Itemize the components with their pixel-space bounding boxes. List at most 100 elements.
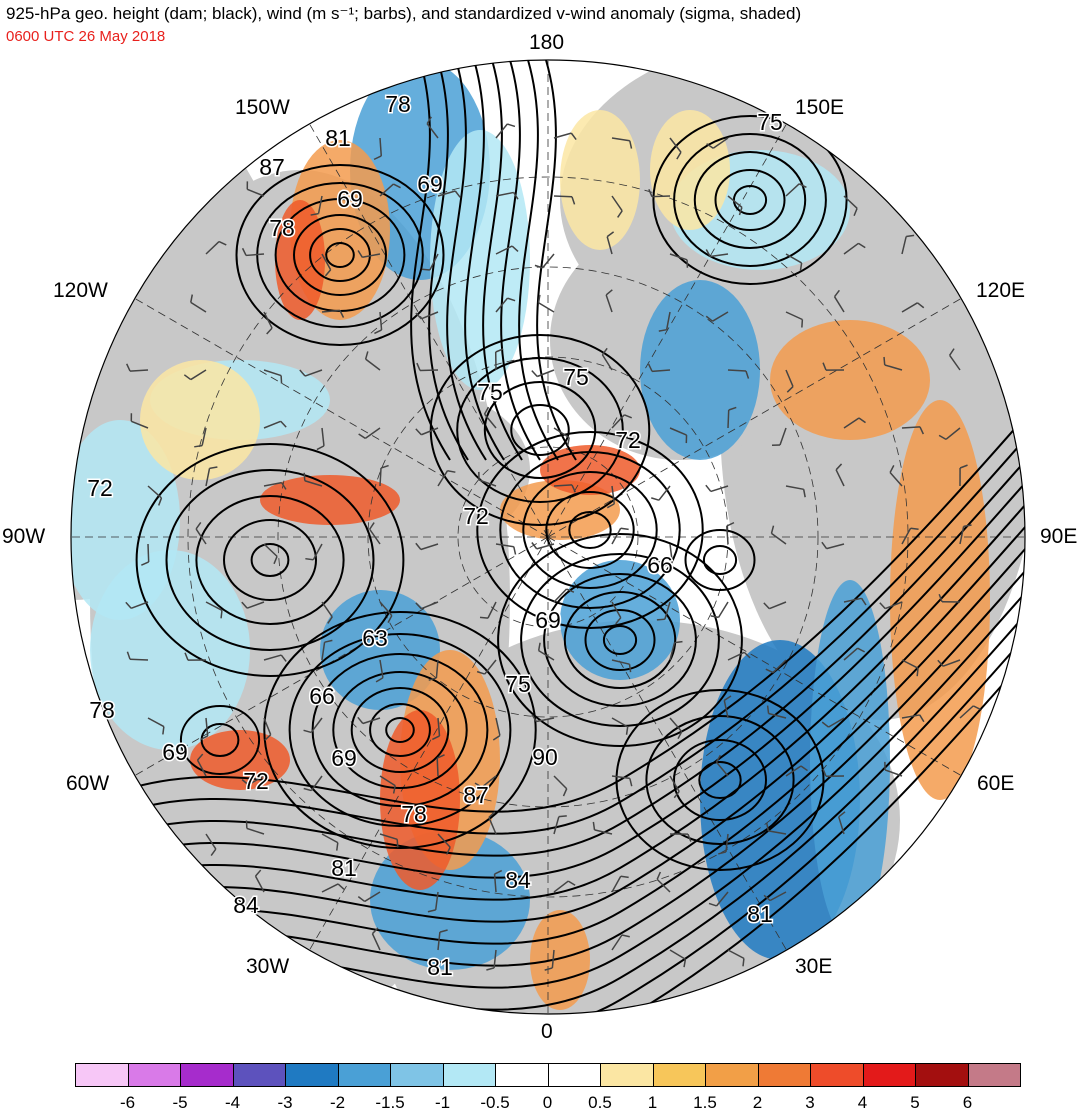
lon-label-60e: 60E [977,772,1014,796]
colorbar-swatch [915,1063,969,1087]
lon-label-120w: 120W [53,279,108,303]
lon-label-150e: 150E [795,96,844,120]
lon-label-30w: 30W [246,955,289,979]
wind-barb-flag [675,642,683,643]
colorbar-tick-label: -5 [172,1093,187,1113]
colorbar-swatch [758,1063,812,1087]
colorbar-tick-label: 5 [910,1093,919,1113]
colorbar-swatch [128,1063,182,1087]
wind-barb [437,758,438,776]
contour-label: 75 [477,379,503,405]
contour-label: 75 [563,364,589,390]
wind-barb [728,410,729,428]
colorbar-tick-label: 3 [805,1093,814,1113]
contour-label: 84 [505,867,531,893]
lon-label-180: 180 [529,31,564,55]
contour-label: 66 [647,552,673,578]
contour-label: 63 [362,625,388,651]
wind-barb-flag [480,617,488,618]
anomaly-shading-area [560,110,640,250]
contour-label: 84 [233,892,259,918]
contour-label: 81 [427,954,453,980]
colorbar-tick-label: 4 [858,1093,867,1113]
wind-barb-flag [163,727,164,735]
colorbar-swatch [810,1063,864,1087]
colorbar-tick-label: -3 [277,1093,292,1113]
contour-label: 72 [463,503,489,529]
lon-label-90e: 90E [1040,525,1077,549]
wind-barb-flag [657,619,665,620]
colorbar-swatch [548,1063,602,1087]
anomaly-shading-area [810,580,890,940]
colorbar-tick-label: 1 [648,1093,657,1113]
contour-label: 90 [532,744,558,770]
colorbar-tick-label: 2 [753,1093,762,1113]
colorbar-swatch [233,1063,287,1087]
contour-label: 78 [401,801,427,827]
wind-barb-flag [743,958,744,966]
colorbar-tick-label: -1.5 [375,1093,404,1113]
contour-label: 69 [535,607,561,633]
wind-barb-flag [304,473,305,481]
wind-barb [130,659,148,660]
colorbar-tick-label: -6 [120,1093,135,1113]
contour-label: 69 [337,186,363,212]
wind-barb [554,196,572,197]
colorbar-swatch [600,1063,654,1087]
contour-label: 87 [259,154,285,180]
wind-barb [380,468,381,486]
contour-label: 72 [87,475,113,501]
wind-barb-flag [621,528,629,529]
contour-label: 69 [331,745,357,771]
wind-barb-flag [337,843,338,851]
colorbar-swatch [863,1063,917,1087]
colorbar-swatch [495,1063,549,1087]
colorbar-swatch [180,1063,234,1087]
contour-label: 81 [331,855,357,881]
colorbar-swatch [705,1063,759,1087]
wind-barb-flag [768,706,769,714]
colorbar-swatch [968,1063,1022,1087]
colorbar-swatch [443,1063,497,1087]
wind-barb [554,485,572,486]
colorbar-tick-label: 1.5 [693,1093,717,1113]
colorbar-swatch [285,1063,339,1087]
lon-label-90w: 90W [2,525,45,549]
wind-barb-flag [397,839,398,847]
contour-label: 87 [463,782,489,808]
contour-label: 69 [162,739,188,765]
contour-label: 81 [325,125,351,151]
lon-label-30e: 30E [795,955,832,979]
colorbar-tick-label: -0.5 [480,1093,509,1113]
lon-label-0: 0 [541,1020,553,1044]
wind-barb-flag [559,816,567,817]
wind-barb-flag [911,528,919,529]
contour-label: 78 [385,91,411,117]
land-area [310,390,530,550]
contour-label: 66 [309,683,335,709]
lon-label-150w: 150W [235,96,290,120]
colorbar-swatch [338,1063,392,1087]
colorbar [75,1063,1020,1087]
colorbar-swatch [75,1063,129,1087]
colorbar-swatch [653,1063,707,1087]
wind-barb [148,544,149,562]
lon-label-60w: 60W [66,772,109,796]
anomaly-shading-area [770,320,930,440]
contour-label: 75 [757,109,783,135]
wind-barb [728,370,746,371]
contour-label: 72 [615,427,641,453]
wind-barb-flag [221,610,222,618]
colorbar-tick-label: 6 [963,1093,972,1113]
contour-label: 78 [269,215,295,241]
colorbar-tick-label: -1 [435,1093,450,1113]
colorbar-tick-label: 0.5 [588,1093,612,1113]
wind-barb-flag [305,559,313,560]
contour-label: 81 [747,901,773,927]
colorbar-tick-label: 0 [543,1093,552,1113]
contour-label: 78 [89,697,115,723]
contour-label: 69 [417,171,443,197]
wind-barb-flag [884,357,885,365]
colorbar-swatch [390,1063,444,1087]
